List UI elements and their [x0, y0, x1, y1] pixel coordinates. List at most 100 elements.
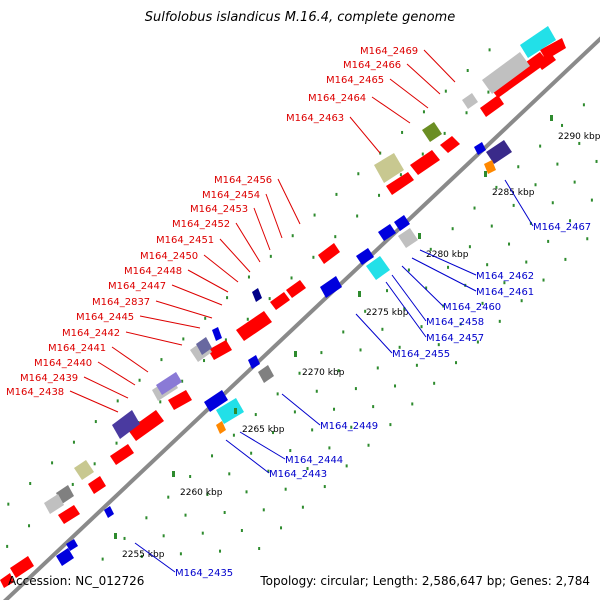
track-dot	[179, 552, 182, 556]
track-dot	[378, 193, 381, 197]
reverse-gene[interactable]	[56, 548, 74, 566]
track-dot	[508, 242, 511, 246]
track-dot	[407, 268, 410, 272]
track-dot	[359, 348, 362, 352]
forward-gene[interactable]	[110, 444, 134, 465]
misc-gene[interactable]	[112, 410, 140, 439]
forward-gene-label[interactable]: M164_2452	[172, 219, 230, 230]
track-dot	[422, 110, 425, 114]
forward-gene-label[interactable]: M164_2448	[124, 266, 182, 277]
forward-gene-label[interactable]: M164_2466	[343, 60, 401, 71]
forward-gene[interactable]	[58, 505, 80, 524]
misc-gene[interactable]	[366, 256, 390, 280]
misc-gene[interactable]	[216, 398, 244, 424]
track-dot	[201, 531, 204, 535]
forward-gene-label[interactable]: M164_2438	[6, 387, 64, 398]
forward-gene[interactable]	[540, 38, 566, 60]
label-leader-line	[171, 284, 223, 306]
track-dot	[123, 536, 126, 540]
reverse-gene-label[interactable]: M164_2462	[476, 271, 534, 282]
forward-gene[interactable]	[410, 150, 440, 175]
forward-gene-label[interactable]: M164_2469	[360, 46, 418, 57]
reverse-gene[interactable]	[252, 288, 262, 302]
forward-gene[interactable]	[440, 136, 460, 153]
forward-gene[interactable]	[236, 311, 272, 341]
misc-gene[interactable]	[398, 228, 418, 248]
forward-gene-label[interactable]: M164_2440	[34, 358, 92, 369]
forward-gene-label[interactable]: M164_2441	[48, 343, 106, 354]
forward-gene-label[interactable]: M164_2442	[62, 328, 120, 339]
track-dot	[72, 440, 75, 444]
reverse-gene[interactable]	[320, 276, 342, 298]
reverse-gene[interactable]	[104, 506, 114, 518]
map-title: Sulfolobus islandicus M.16.4, complete g…	[144, 10, 456, 25]
reverse-gene[interactable]	[486, 140, 512, 164]
forward-gene-label[interactable]: M164_2439	[20, 373, 78, 384]
misc-gene[interactable]	[156, 372, 182, 395]
track-dot	[280, 526, 283, 530]
reverse-gene[interactable]	[356, 248, 374, 265]
forward-gene-label[interactable]: M164_2463	[286, 113, 344, 124]
misc-gene[interactable]	[74, 460, 94, 480]
kbp-tick	[114, 533, 117, 539]
reverse-gene-label[interactable]: M164_2457	[426, 333, 484, 344]
misc-gene[interactable]	[462, 93, 478, 109]
forward-gene[interactable]	[318, 243, 340, 264]
misc-gene[interactable]	[482, 52, 530, 94]
track-dot	[547, 239, 550, 243]
reverse-gene[interactable]	[474, 142, 486, 155]
forward-gene[interactable]	[168, 390, 192, 410]
reverse-gene[interactable]	[212, 327, 222, 341]
forward-gene-label[interactable]: M164_2453	[190, 204, 248, 215]
label-leader-line	[97, 361, 136, 386]
forward-gene[interactable]	[0, 573, 14, 588]
reverse-gene[interactable]	[394, 215, 410, 231]
reverse-gene-label[interactable]: M164_2461	[476, 287, 534, 298]
forward-gene[interactable]	[270, 292, 290, 310]
reverse-gene-label[interactable]: M164_2435	[175, 568, 233, 579]
forward-gene-label[interactable]: M164_2451	[156, 235, 214, 246]
forward-gene[interactable]	[88, 476, 106, 494]
misc-gene[interactable]	[196, 337, 212, 355]
misc-gene[interactable]	[484, 160, 496, 174]
forward-gene[interactable]	[490, 52, 548, 98]
track-dot	[564, 257, 567, 261]
forward-gene-label[interactable]: M164_2454	[202, 190, 260, 201]
forward-gene[interactable]	[208, 340, 232, 360]
forward-gene-label[interactable]: M164_2445	[76, 312, 134, 323]
track-dot	[488, 48, 491, 52]
misc-gene[interactable]	[258, 365, 274, 383]
reverse-gene-label[interactable]: M164_2458	[426, 317, 484, 328]
forward-gene[interactable]	[10, 556, 34, 578]
forward-gene-label[interactable]: M164_2465	[326, 75, 384, 86]
reverse-gene-label[interactable]: M164_2443	[269, 469, 327, 480]
reverse-gene-label[interactable]: M164_2444	[285, 455, 343, 466]
reverse-gene-label[interactable]: M164_2455	[392, 349, 450, 360]
forward-genes	[0, 26, 566, 588]
reverse-gene-label[interactable]: M164_2449	[320, 421, 378, 432]
kbp-tick	[484, 171, 487, 177]
misc-gene[interactable]	[422, 122, 442, 142]
forward-gene-label[interactable]: M164_2450	[140, 251, 198, 262]
label-leader-line	[111, 346, 149, 373]
forward-gene-label[interactable]: M164_2837	[92, 297, 150, 308]
reverse-gene[interactable]	[248, 355, 260, 369]
misc-gene[interactable]	[520, 26, 556, 58]
reverse-gene[interactable]	[204, 390, 228, 412]
forward-gene[interactable]	[386, 172, 414, 195]
forward-gene-label[interactable]: M164_2456	[214, 175, 272, 186]
genome-summary: Topology: circular; Length: 2,586,647 bp…	[260, 574, 590, 588]
reverse-gene-label[interactable]: M164_2460	[443, 302, 501, 313]
reverse-gene[interactable]	[66, 539, 78, 551]
forward-gene[interactable]	[480, 95, 504, 117]
reverse-gene[interactable]	[378, 224, 396, 241]
misc-gene[interactable]	[216, 421, 226, 434]
track-dot	[403, 307, 406, 311]
forward-gene-label[interactable]: M164_2447	[108, 281, 166, 292]
reverse-gene-label[interactable]: M164_2467	[533, 222, 591, 233]
forward-gene[interactable]	[128, 410, 164, 441]
forward-gene-label[interactable]: M164_2464	[308, 93, 366, 104]
misc-gene[interactable]	[374, 153, 404, 183]
misc-gene[interactable]	[44, 494, 64, 514]
forward-gene[interactable]	[286, 280, 306, 298]
